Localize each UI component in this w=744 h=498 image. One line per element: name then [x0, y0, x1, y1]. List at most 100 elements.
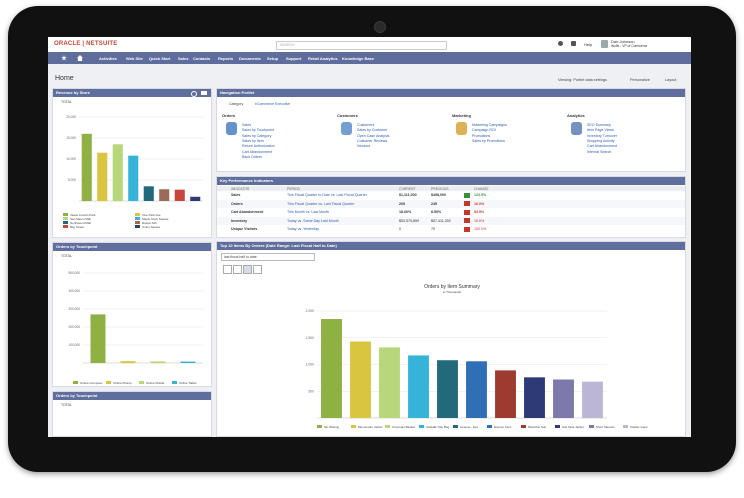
nav-link[interactable]: Cart Abandonment: [242, 149, 272, 154]
nav-item[interactable]: Reports: [218, 56, 234, 61]
nav-link[interactable]: Cart Abandonment: [587, 144, 617, 149]
nav-icon[interactable]: [77, 55, 83, 61]
nav-item[interactable]: Retail Analytics: [308, 56, 338, 61]
viewing-menu[interactable]: Viewing: Portlet data settings: [558, 78, 607, 82]
nav-item[interactable]: Knowledge Base: [342, 56, 375, 61]
column-heading: Analytics: [567, 113, 585, 118]
kpi-cell[interactable]: This Fiscal Quarter to Date vs. Last Fis…: [287, 193, 367, 197]
nav-item[interactable]: Setup: [267, 56, 279, 61]
nav-link[interactable]: Marketing Campaigns: [472, 123, 507, 127]
nav-link[interactable]: Back Orders: [242, 154, 262, 159]
portlet-header: Revenue by Store: [53, 89, 211, 97]
y-tick-label: 10,000: [66, 157, 76, 161]
portlet: Revenue by Store TOTAL 5,000 10,000 15,000 20…: [52, 88, 212, 238]
bar: [128, 155, 139, 201]
personalize-menu[interactable]: Personalize: [630, 78, 650, 82]
y-tick-label: 200,000: [68, 325, 80, 329]
legend-label: Classic Cape: [630, 424, 648, 429]
kpi-cell: 18.60%: [399, 210, 412, 214]
bar: [159, 189, 170, 201]
nav-item[interactable]: Quick Start: [149, 56, 171, 61]
nav-link[interactable]: Return Authorization: [242, 144, 275, 149]
portlet-header: Navigation Portlet: [217, 89, 685, 97]
nav-link[interactable]: Sales by Touchpoint: [242, 128, 275, 133]
nav-link[interactable]: Shopping Activity: [587, 138, 615, 143]
chart-type-button[interactable]: [223, 265, 232, 274]
avatar[interactable]: [601, 40, 608, 48]
nav-link[interactable]: Sales by Promotions: [472, 138, 505, 143]
nav-icon[interactable]: [61, 55, 67, 61]
nav-link[interactable]: Internal Search: [587, 149, 612, 154]
nav-item[interactable]: Sales: [178, 56, 189, 61]
kpi-cell[interactable]: Today vs. Same Day Last Month: [287, 218, 339, 223]
nav-item[interactable]: Support: [286, 56, 302, 61]
bar: [466, 361, 487, 418]
menu-icon[interactable]: [201, 91, 207, 95]
bar: [174, 189, 185, 201]
bar-chart: 100,000 200,000 300,000 400,000 500,000: [68, 271, 203, 364]
icon[interactable]: [558, 41, 563, 46]
nav-link[interactable]: Open Case Analysis: [357, 133, 390, 138]
nav-bar: Activities Web Site Quick Start Sales Contac…: [48, 52, 691, 64]
y-tick-label: 15,000: [66, 136, 76, 140]
nav-link[interactable]: Sales by Item: [242, 138, 264, 143]
column-icon: [571, 122, 582, 135]
chart-type-button[interactable]: [243, 265, 252, 274]
portlet-header: Orders by Touchpoint: [53, 243, 211, 251]
total-select[interactable]: TOTAL: [61, 403, 72, 407]
portlet: Orders by Touchpoint TOTAL 100,000 200,000 3…: [52, 242, 212, 387]
legend-label: Online Pickup: [113, 380, 132, 385]
kpi-cell: 16.0%: [474, 201, 485, 206]
refresh-icon[interactable]: [191, 91, 197, 97]
bar: [97, 152, 108, 201]
kpi-cell[interactable]: This Fiscal Quarter vs. Last Fiscal Quar…: [287, 201, 355, 206]
kpi-cell: 209: [399, 201, 405, 206]
icon[interactable]: [571, 41, 576, 46]
category-label: Category: [229, 102, 244, 106]
kpi-column-header: PERIOD: [287, 186, 300, 191]
bar: [112, 144, 123, 201]
nav-item[interactable]: Documents: [239, 56, 261, 61]
bar: [524, 377, 545, 418]
nav-link[interactable]: Campaign ROI: [472, 128, 496, 133]
portlet: Top 10 Items By Orders (Date Range: Last…: [216, 241, 686, 437]
nav-item[interactable]: Activities: [99, 56, 117, 61]
layout-menu[interactable]: Layout: [665, 78, 677, 82]
legend-label: Crewman Basket: [392, 424, 415, 429]
nav-link[interactable]: Sales by Category: [242, 133, 272, 138]
nav-link[interactable]: Promotions: [472, 133, 491, 138]
bar: [350, 341, 371, 418]
bar: [408, 355, 429, 418]
kpi-cell[interactable]: Today vs. Yesterday: [287, 227, 319, 231]
nav-link[interactable]: Item Page Views: [587, 128, 614, 133]
kpi-cell: 75: [431, 227, 435, 231]
total-select[interactable]: TOTAL: [61, 254, 72, 258]
nav-item[interactable]: Contacts: [193, 56, 211, 61]
nav-link[interactable]: Sales: [242, 123, 251, 127]
nav-link[interactable]: Vendors: [357, 144, 371, 149]
kpi-cell[interactable]: This Month vs. Last Month: [287, 210, 330, 214]
range-select[interactable]: last fiscal half to date: [221, 253, 315, 261]
kpi-cell: Cart Abandonment: [231, 210, 264, 214]
kpi-column-header: INDICATOR: [231, 186, 250, 191]
user-name[interactable]: Dan Johnson: [611, 39, 635, 44]
nav-link[interactable]: Inventory Turnover: [587, 133, 617, 138]
legend-label: License - Eco: [460, 424, 479, 429]
nav-link[interactable]: Customers: [357, 123, 375, 127]
bar: [190, 196, 201, 201]
bar: [379, 347, 400, 418]
help-link[interactable]: Help: [584, 42, 593, 47]
chart-type-button[interactable]: [253, 265, 262, 274]
nav-item[interactable]: Web Site: [126, 56, 143, 61]
user-role[interactable]: Wolfe - VP of Commerce: [611, 44, 648, 48]
kpi-cell: 249: [431, 201, 437, 206]
category-select[interactable]: eCommerce Executive: [255, 102, 291, 106]
nav-link[interactable]: Customer Reviews: [357, 138, 388, 143]
kpi-cell: Sales: [231, 193, 241, 197]
nav-link[interactable]: Sales by Customer: [357, 128, 388, 133]
search-box[interactable]: SEARCH: [276, 41, 447, 50]
nav-link[interactable]: SEO Summary: [587, 123, 611, 127]
chart-type-button[interactable]: [233, 265, 242, 274]
total-select[interactable]: TOTAL: [61, 100, 72, 104]
